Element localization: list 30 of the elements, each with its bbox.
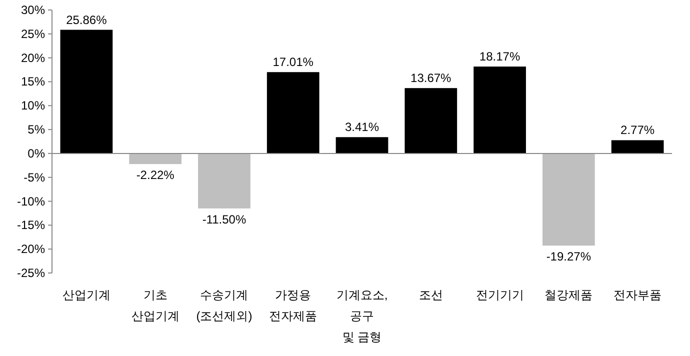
y-tick-label: 10% bbox=[20, 98, 46, 113]
data-label: 18.17% bbox=[479, 50, 520, 64]
y-tick-label: -25% bbox=[16, 266, 46, 280]
data-label: -2.22% bbox=[136, 168, 175, 182]
y-tick-label: -10% bbox=[16, 194, 46, 208]
y-tick-label: 0% bbox=[28, 146, 46, 160]
x-tick-label: 기계요소, 공구 및 금형 bbox=[336, 288, 388, 344]
data-label: 3.41% bbox=[344, 120, 380, 134]
data-label: 17.01% bbox=[272, 55, 314, 70]
y-tick-label: 25% bbox=[20, 26, 46, 41]
data-label: -11.50% bbox=[202, 212, 246, 226]
y-tick-label: -15% bbox=[16, 218, 46, 232]
y-tick-label: 15% bbox=[20, 74, 46, 89]
x-tick-label: 가정용 전자제품 bbox=[269, 288, 318, 323]
x-tick-label: 산업기계 bbox=[62, 288, 110, 302]
y-tick-label: 5% bbox=[28, 122, 46, 137]
x-tick-label: 조선 bbox=[418, 288, 443, 302]
y-tick-label: 30% bbox=[20, 3, 46, 17]
y-tick-label: 20% bbox=[20, 50, 46, 65]
y-tick-label: -5% bbox=[24, 170, 46, 184]
y-tick-label: -20% bbox=[16, 242, 46, 256]
x-tick-label: 철강제품 bbox=[544, 288, 593, 302]
data-label: 2.77% bbox=[620, 123, 655, 138]
x-tick-label: 수송기계 (조선제외) bbox=[196, 288, 252, 323]
data-label: 25.86% bbox=[66, 12, 108, 27]
data-label: -19.27% bbox=[546, 250, 592, 264]
x-tick-label: 전자부품 bbox=[614, 288, 662, 302]
x-tick-label: 전기기기 bbox=[476, 288, 524, 302]
x-tick-label: 기초 산업기계 bbox=[131, 288, 180, 323]
data-label: 13.67% bbox=[410, 71, 452, 86]
